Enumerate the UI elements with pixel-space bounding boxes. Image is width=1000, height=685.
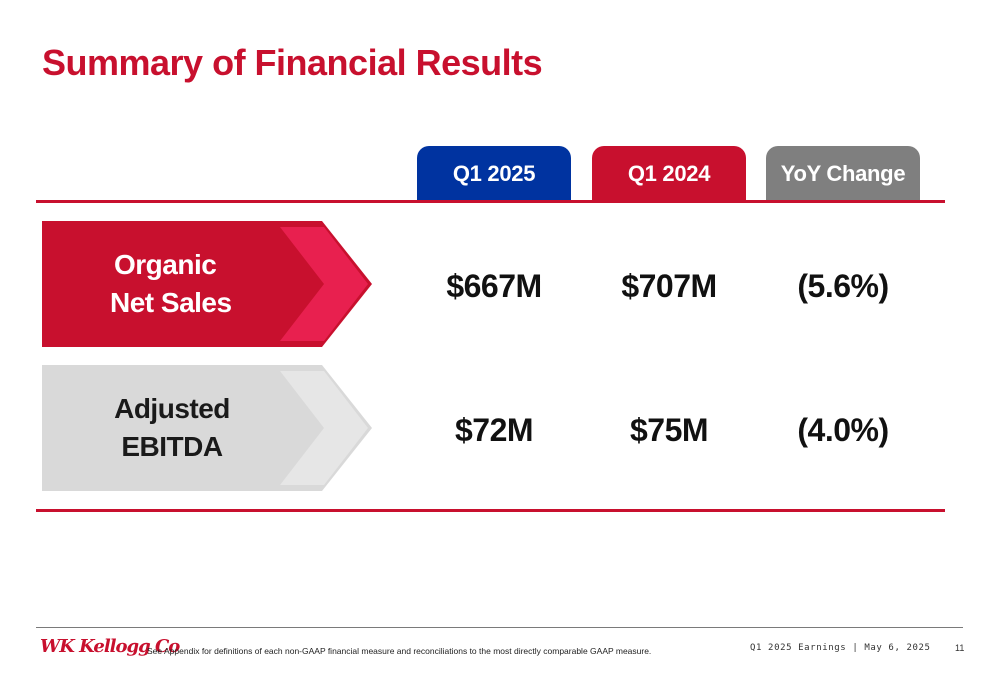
row-label-arrow-shape xyxy=(42,221,372,347)
column-header-q1-2024: Q1 2024 xyxy=(592,146,746,202)
table-top-rule xyxy=(36,200,945,203)
row-label-organic-net-sales: Organic Net Sales xyxy=(42,221,374,347)
row-label-line-2: Net Sales xyxy=(110,287,232,318)
column-header-yoy-change: YoY Change xyxy=(766,146,920,202)
footer-rule xyxy=(36,627,963,628)
row-label-line-2: EBITDA xyxy=(121,431,223,462)
company-logo: WK Kellogg Co xyxy=(40,636,180,657)
row-label-line-1: Organic xyxy=(114,249,217,280)
page-number: 11 xyxy=(955,643,965,653)
cell-organic-net-sales-q1-2025: $667M xyxy=(446,268,542,304)
cell-adjusted-ebitda-q1-2025: $72M xyxy=(454,412,534,448)
column-header-q1-2025: Q1 2025 xyxy=(417,146,571,202)
row-label-adjusted-ebitda: Adjusted EBITDA xyxy=(42,365,374,491)
footer-event-date: Q1 2025 Earnings | May 6, 2025 xyxy=(750,643,931,653)
row-label-line-1: Adjusted xyxy=(114,393,230,424)
row-label-arrow-shape xyxy=(42,365,372,491)
cell-adjusted-ebitda-yoy: (4.0%) xyxy=(797,412,889,448)
page-title: Summary of Financial Results xyxy=(42,42,543,83)
footnote: See Appendix for definitions of each non… xyxy=(147,646,652,656)
table-bottom-rule xyxy=(36,509,945,512)
cell-organic-net-sales-q1-2024: $707M xyxy=(621,268,717,304)
cell-organic-net-sales-yoy: (5.6%) xyxy=(797,268,889,304)
cell-adjusted-ebitda-q1-2024: $75M xyxy=(629,412,709,448)
